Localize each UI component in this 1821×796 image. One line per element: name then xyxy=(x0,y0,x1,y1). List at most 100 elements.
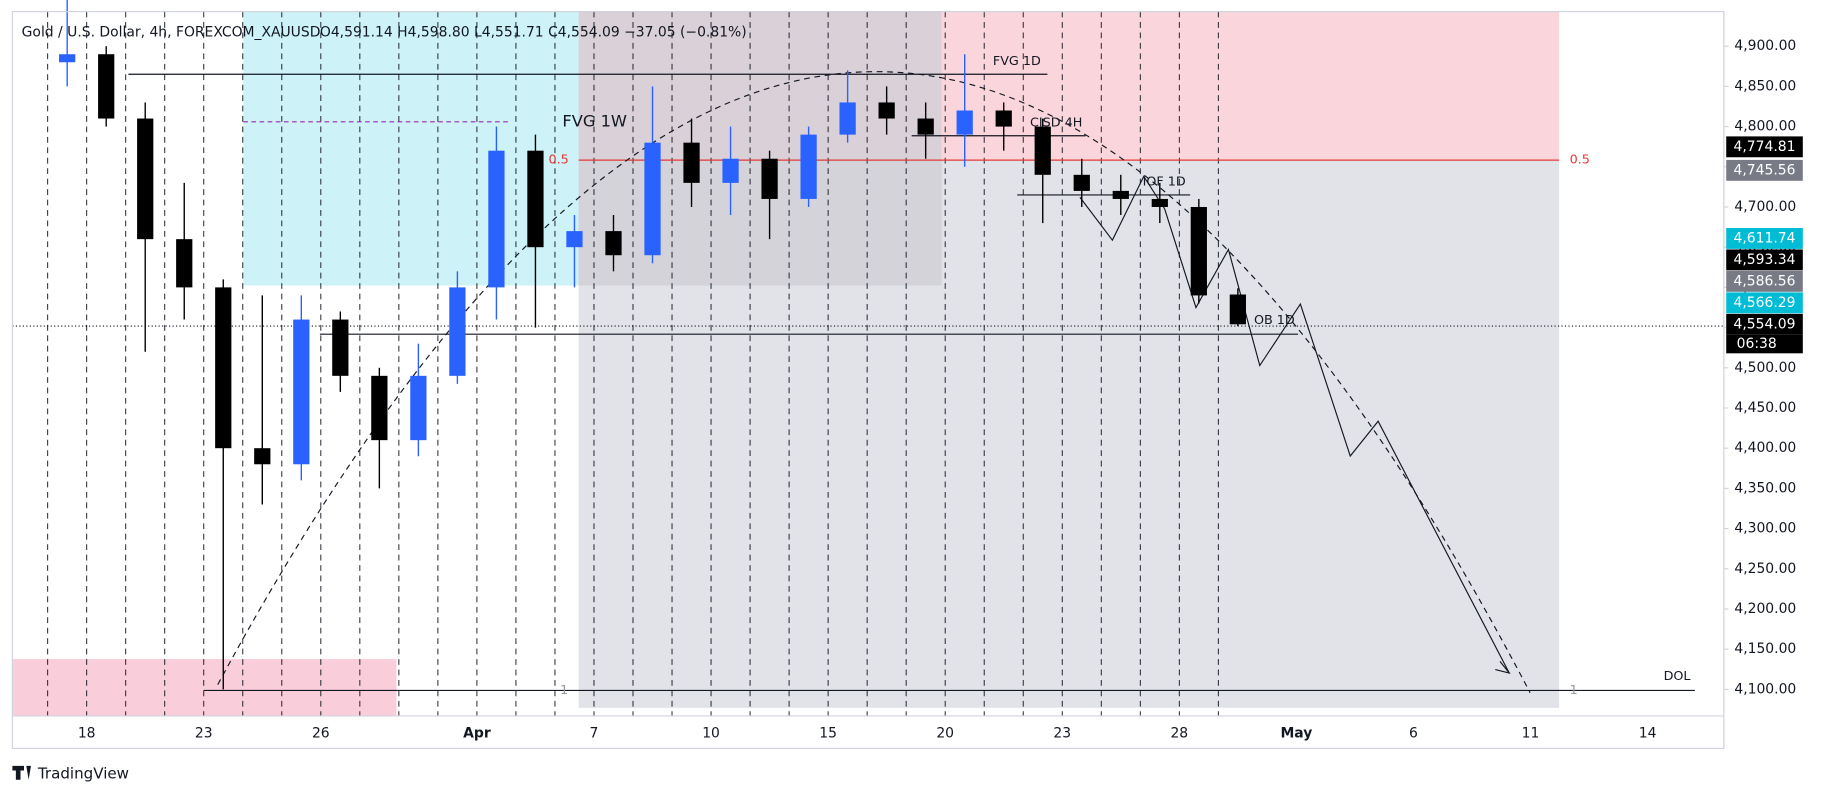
candle-body xyxy=(839,102,856,135)
candle-body xyxy=(527,150,544,248)
candle-body xyxy=(254,448,271,465)
price-tag: 4,593.34 xyxy=(1726,249,1803,271)
x-tick-label: 23 xyxy=(195,725,213,741)
candle-body xyxy=(956,110,973,135)
price-tag: 4,566.29 xyxy=(1726,292,1803,314)
y-tick-label: 4,250.00 xyxy=(1734,561,1796,577)
brand: TradingView xyxy=(37,764,129,782)
candle-body xyxy=(410,375,427,441)
y-tick-label: 4,500.00 xyxy=(1734,360,1796,376)
candle-body xyxy=(1190,206,1207,296)
annotation: 0.5 xyxy=(1570,153,1590,168)
y-tick-label: 4,450.00 xyxy=(1734,400,1796,416)
price-tag-label: 4,586.56 xyxy=(1734,273,1796,289)
price-tag-label: 4,593.34 xyxy=(1734,252,1796,268)
annotation: 1 xyxy=(1570,683,1578,698)
projection xyxy=(1164,208,1510,674)
candle-body xyxy=(1073,174,1090,191)
price-tag: 4,586.56 xyxy=(1726,270,1803,292)
x-tick-label: 15 xyxy=(819,725,837,741)
zones xyxy=(12,11,1560,716)
arrow-head xyxy=(1495,661,1511,674)
price-tag-label: 4,745.56 xyxy=(1734,162,1796,178)
x-tick-label: 20 xyxy=(936,725,954,741)
fvg-zone xyxy=(243,11,579,286)
candles xyxy=(59,0,1246,690)
candle-body xyxy=(215,287,232,449)
x-tick-label: 28 xyxy=(1170,725,1188,741)
price-tag-box xyxy=(1726,313,1803,335)
y-tick-label: 4,350.00 xyxy=(1734,480,1796,496)
price-tag-box xyxy=(1726,136,1803,158)
price-tag: 4,745.56 xyxy=(1726,159,1803,181)
ohlc-legend: O4,591.14 H4,598.80 L4,551.71 C4,554.09 … xyxy=(320,24,747,40)
candle-body xyxy=(449,287,466,376)
annotation: CISD 4H xyxy=(1030,115,1082,130)
y-tick-label: 4,700.00 xyxy=(1734,199,1796,215)
price-tag: 4,554.09 06:38 xyxy=(1726,313,1803,354)
y-tick-label: 4,200.00 xyxy=(1734,601,1796,617)
annotation: IOF 1D xyxy=(1143,175,1186,190)
price-tag: 4,611.74 xyxy=(1726,227,1803,249)
y-tick-label: 4,400.00 xyxy=(1734,440,1796,456)
candle-body xyxy=(59,54,76,63)
candle-body xyxy=(1112,190,1129,199)
annotation: FVG 1W xyxy=(562,111,627,130)
arc xyxy=(217,71,1531,693)
candle-body xyxy=(332,319,349,376)
price-tag-box xyxy=(1726,227,1803,249)
price-tag-box xyxy=(1726,292,1803,314)
candle-body xyxy=(605,231,622,256)
chart-title: Gold / U.S. Dollar, 4h, FOREXCOM_XAUUSD xyxy=(22,24,321,40)
low-zone xyxy=(12,659,397,716)
y-tick-label: 4,900.00 xyxy=(1734,38,1796,54)
day-separators xyxy=(47,11,1219,716)
y-tick-label: 4,150.00 xyxy=(1734,641,1796,657)
candle-body xyxy=(566,231,583,248)
candle-body xyxy=(137,118,154,240)
discount-zone xyxy=(578,160,1560,708)
candle-body xyxy=(800,134,817,199)
price-tag-label: 4,554.09 xyxy=(1734,316,1796,332)
annotation: OB 1D xyxy=(1254,313,1295,328)
y-tick-label: 4,100.00 xyxy=(1734,681,1796,697)
x-tick-label: 23 xyxy=(1053,725,1071,741)
drawings xyxy=(12,71,1724,693)
x-tick-label: 7 xyxy=(590,725,599,741)
candle-body xyxy=(1229,294,1246,325)
price-tag-label: 4,774.81 xyxy=(1734,139,1796,155)
candle-body xyxy=(98,54,115,119)
candle-body xyxy=(371,375,388,441)
price-tags: 4,554.09 06:38 4,566.29 4,586.56 4,593.34 4,6… xyxy=(1726,136,1803,354)
candle-body xyxy=(488,150,505,288)
candle-body xyxy=(1151,198,1168,207)
y-tick-label: 4,800.00 xyxy=(1734,119,1796,135)
x-tick-label: 26 xyxy=(312,725,330,741)
price-tag-label: 4,566.29 xyxy=(1734,295,1796,311)
candle-body xyxy=(644,142,661,256)
candle-body xyxy=(176,239,193,288)
price-tag: 4,774.81 xyxy=(1726,136,1803,158)
candle-body xyxy=(293,319,310,465)
countdown-box xyxy=(1726,334,1803,354)
x-tick-label: 11 xyxy=(1522,725,1540,741)
annotation: 0.5 xyxy=(548,153,568,168)
structure xyxy=(1079,175,1166,242)
y-tick-label: 4,300.00 xyxy=(1734,521,1796,537)
x-tick-label: Apr xyxy=(463,725,491,741)
price-tag-label: 4,611.74 xyxy=(1734,230,1796,246)
price-tag-box xyxy=(1726,159,1803,181)
candle-body xyxy=(761,158,778,199)
price-tag-box xyxy=(1726,270,1803,292)
x-tick-label: 10 xyxy=(702,725,720,741)
annotation: FVG 1D xyxy=(993,54,1041,69)
candle-body xyxy=(878,102,895,119)
x-tick-label: May xyxy=(1280,725,1312,741)
candle-body xyxy=(1034,126,1051,175)
brand-logo xyxy=(12,765,31,780)
candle-body xyxy=(995,110,1012,127)
candle-body xyxy=(917,118,934,135)
x-tick-label: 6 xyxy=(1409,725,1418,741)
annotation: 1 xyxy=(560,683,568,698)
